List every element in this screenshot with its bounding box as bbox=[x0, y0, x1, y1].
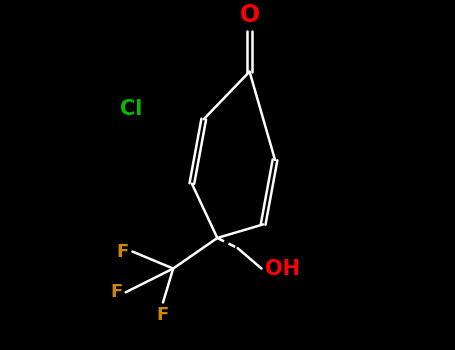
Text: F: F bbox=[157, 306, 169, 324]
Text: O: O bbox=[239, 4, 260, 28]
Text: F: F bbox=[117, 243, 129, 260]
Text: OH: OH bbox=[265, 259, 300, 279]
Text: F: F bbox=[110, 283, 122, 301]
Text: Cl: Cl bbox=[120, 99, 142, 119]
